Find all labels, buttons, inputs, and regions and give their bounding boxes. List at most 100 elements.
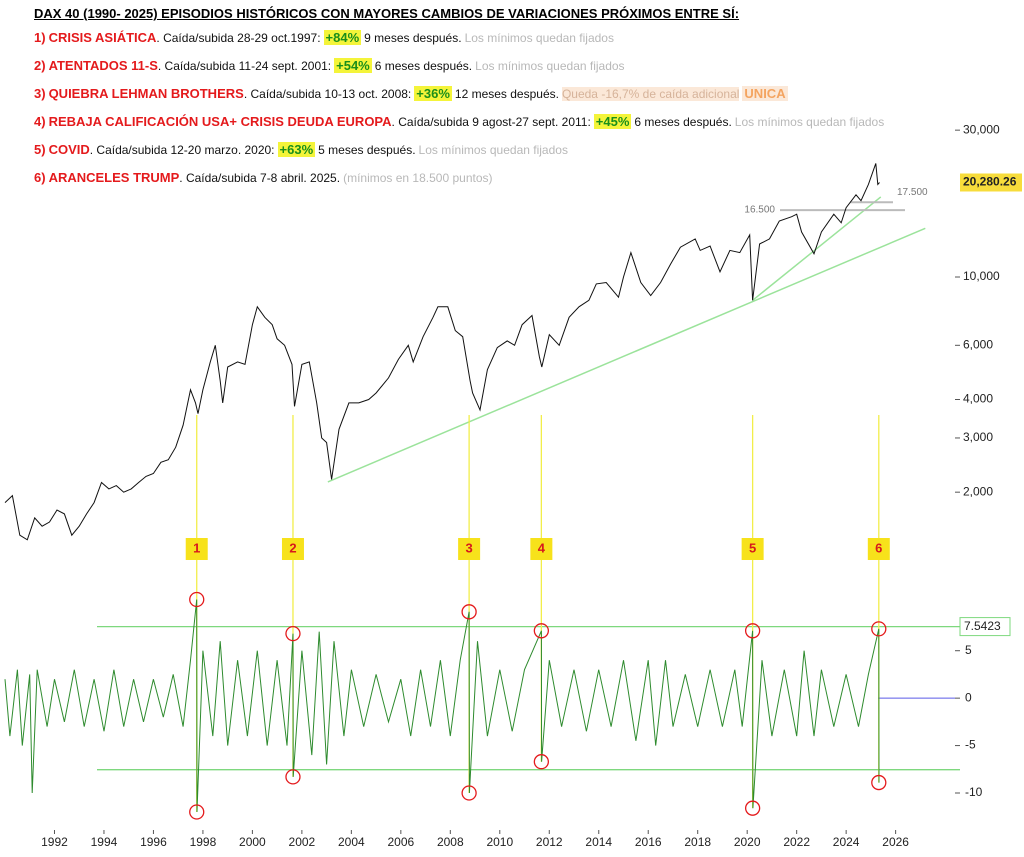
event-high: [533, 623, 550, 639]
episode-note: Los mínimos quedan fijados: [734, 115, 885, 129]
episode-num: 3): [34, 86, 46, 101]
event-label: 5: [749, 540, 756, 555]
event-low: [189, 804, 205, 820]
x-tick-label: 2012: [536, 835, 563, 849]
x-tick-label: 2020: [734, 835, 761, 849]
episode-num: 5): [34, 142, 46, 157]
episode-name: QUIEBRA LEHMAN BROTHERS: [48, 86, 244, 101]
episode: 1) CRISIS ASIÁTICA. Caída/subida 28-29 oc…: [34, 30, 884, 58]
event-label: 3: [465, 540, 472, 555]
x-tick-label: 2008: [437, 835, 464, 849]
episode-change: +54%: [334, 58, 372, 73]
episode-change: +36%: [414, 86, 452, 101]
episode-detail: . Caída/subida 10-13 oct. 2008:: [243, 87, 412, 101]
x-tick-label: 1996: [140, 835, 167, 849]
episode-after: 6 meses después.: [374, 59, 473, 73]
episode-note: Los mínimos quedan fijados: [464, 31, 614, 45]
episode-name: COVID: [48, 142, 90, 157]
event-high: [744, 623, 761, 639]
event-label: 4: [538, 540, 546, 555]
episode: 6) ARANCELES TRUMP. Caída/subida 7-8 abri…: [34, 170, 884, 198]
episode-change: +63%: [277, 142, 316, 157]
x-tick-label: 2010: [486, 835, 513, 849]
event-high: [189, 591, 205, 608]
data-line: [4, 163, 880, 541]
level-label: 7.5423: [964, 619, 1001, 633]
level-label: 17.500: [897, 187, 928, 198]
episode-note: Los mínimos quedan fijados: [475, 59, 625, 73]
x-tick-label: 1994: [91, 835, 118, 849]
x-tick-label: 2018: [684, 835, 711, 849]
episode: 3) QUIEBRA LEHMAN BROTHERS. Caída/subida …: [34, 86, 884, 114]
event-high: [285, 625, 301, 642]
header: DAX 40 (1990- 2025) EPISODIOS HISTÓRICOS…: [34, 6, 884, 198]
event-low: [533, 754, 550, 770]
episode-detail: . Caída/subida 7-8 abril. 2025.: [179, 171, 341, 185]
event-low: [744, 800, 761, 816]
episode-after: 12 meses después.: [454, 87, 559, 101]
y-tick-label: 10,000: [963, 269, 1000, 283]
y-tick-label: -5: [965, 738, 976, 752]
y-tick-label: 2,000: [963, 484, 993, 498]
event-box: [458, 538, 481, 560]
last-price-label: 20,280.26: [963, 175, 1017, 189]
episode-extra: UNICA: [742, 86, 788, 101]
event-label: 6: [875, 540, 882, 555]
trend-line: [327, 227, 926, 483]
episode-after: 6 meses después.: [634, 115, 732, 129]
level-label: 16.500: [744, 205, 775, 216]
chart-title: DAX 40 (1990- 2025) EPISODIOS HISTÓRICOS…: [34, 6, 740, 21]
x-tick-label: 2006: [387, 835, 414, 849]
episode-after: 9 meses después.: [364, 31, 462, 45]
x-tick-label: 1992: [41, 835, 68, 849]
event-low: [285, 769, 301, 785]
data-line: [4, 599, 880, 813]
episode-after: 5 meses después.: [318, 143, 416, 157]
event-high: [871, 621, 887, 637]
level-box: [959, 617, 1011, 637]
event-box: [281, 538, 304, 560]
y-tick-label: 30,000: [963, 122, 1000, 136]
last-price-box: [960, 173, 1022, 192]
trend-line: [752, 196, 882, 301]
episode: 4) REBAJA CALIFICACIÓN USA+ CRISIS DEUDA …: [34, 114, 884, 142]
episode-note: Queda -16,7% de caída adicional: [561, 87, 740, 101]
x-tick-label: 2002: [289, 835, 316, 849]
episode-detail: . Caída/subida 12-20 marzo. 2020:: [89, 143, 275, 157]
episode-list: 1) CRISIS ASIÁTICA. Caída/subida 28-29 oc…: [34, 30, 884, 198]
event-label: 1: [193, 540, 200, 555]
x-tick-label: 2016: [635, 835, 662, 849]
y-tick-label: 4,000: [963, 392, 993, 406]
event-box: [741, 538, 764, 560]
x-tick-label: 2014: [585, 835, 612, 849]
episode-change: +84%: [323, 30, 362, 45]
episode-name: REBAJA CALIFICACIÓN USA+ CRISIS DEUDA EU…: [48, 114, 392, 129]
y-tick-label: -10: [965, 785, 983, 799]
x-tick-label: 1998: [190, 835, 217, 849]
episode-detail: . Caída/subida 9 agost-27 sept. 2011:: [391, 115, 591, 129]
y-tick-label: 6,000: [963, 337, 993, 351]
x-tick-label: 2000: [239, 835, 266, 849]
episode-num: 2): [34, 58, 46, 73]
event-box: [867, 538, 890, 560]
x-tick-label: 2022: [783, 835, 810, 849]
episode-name: CRISIS ASIÁTICA: [48, 30, 157, 45]
episode: 2) ATENTADOS 11-S. Caída/subida 11-24 sep…: [34, 58, 884, 86]
episode-num: 6): [34, 170, 46, 185]
event-box: [530, 538, 553, 560]
x-tick-label: 2024: [833, 835, 860, 849]
x-tick-label: 2026: [882, 835, 909, 849]
episode-num: 4): [34, 114, 46, 129]
episode: 5) COVID. Caída/subida 12-20 marzo. 2020:…: [34, 142, 884, 170]
episode-name: ATENTADOS 11-S: [48, 58, 158, 73]
episode-num: 1): [34, 30, 46, 45]
event-label: 2: [289, 540, 296, 555]
episode-detail: . Caída/subida 11-24 sept. 2001:: [157, 59, 332, 73]
episode-note: (mínimos en 18.500 puntos): [343, 171, 493, 185]
episode-note: Los mínimos quedan fijados: [418, 143, 568, 157]
episode-detail: . Caída/subida 28-29 oct.1997:: [156, 31, 321, 45]
y-tick-label: 3,000: [963, 430, 993, 444]
y-tick-label: 0: [965, 690, 972, 704]
